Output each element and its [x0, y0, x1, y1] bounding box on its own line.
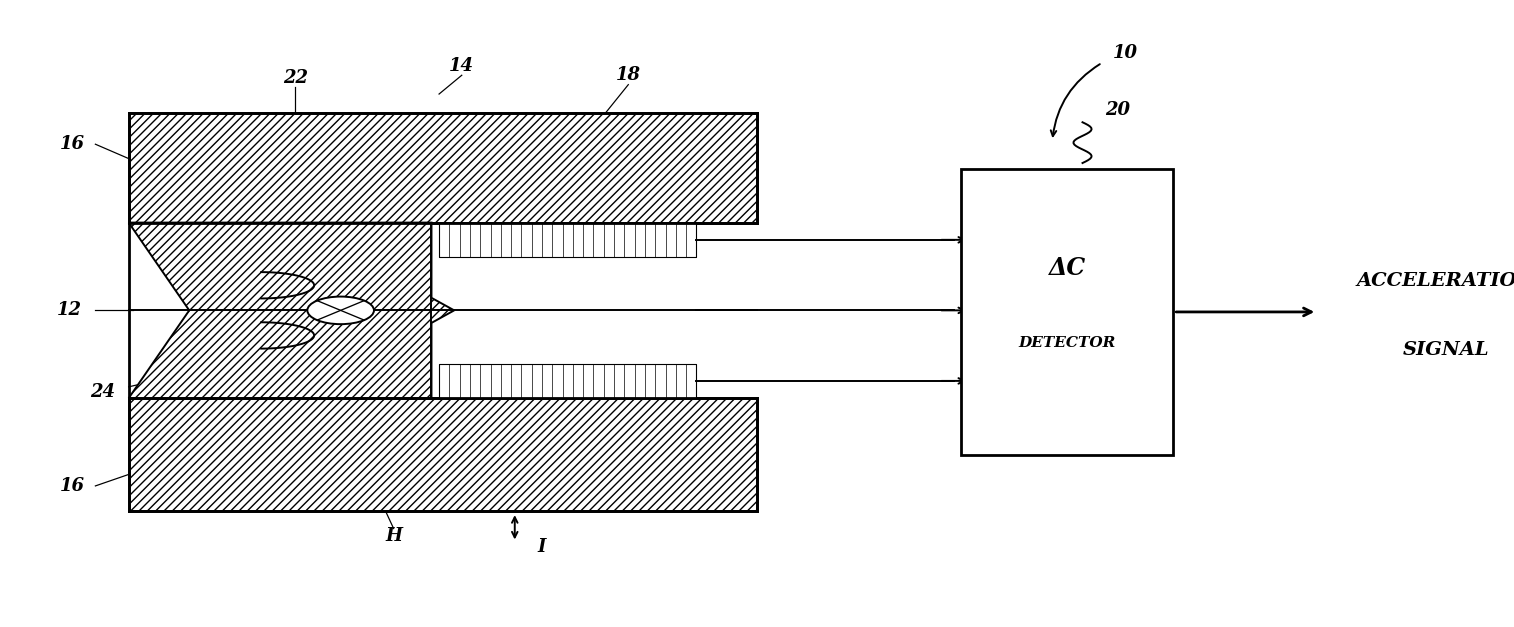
Text: 22: 22 [283, 70, 307, 87]
Text: 10: 10 [1113, 45, 1139, 62]
Text: I: I [537, 538, 547, 556]
Bar [129, 223, 757, 398]
Bar [439, 223, 696, 257]
Polygon shape [129, 223, 454, 398]
Text: ΔC: ΔC [1049, 256, 1086, 280]
Text: 16: 16 [61, 135, 85, 153]
Text: 14: 14 [450, 57, 474, 75]
Text: 12: 12 [58, 302, 82, 319]
Text: H: H [385, 527, 403, 545]
Circle shape [307, 297, 374, 324]
Text: 20: 20 [1105, 101, 1131, 119]
Text: 18: 18 [616, 66, 640, 84]
Bar [439, 364, 696, 398]
Text: 16: 16 [61, 477, 85, 495]
Bar [129, 113, 757, 223]
Text: 24: 24 [91, 383, 115, 401]
Bar [129, 398, 757, 511]
Text: DETECTOR: DETECTOR [1019, 336, 1116, 350]
Text: ACCELERATION: ACCELERATION [1357, 271, 1514, 290]
Bar [961, 169, 1173, 455]
Text: SIGNAL: SIGNAL [1402, 340, 1490, 359]
